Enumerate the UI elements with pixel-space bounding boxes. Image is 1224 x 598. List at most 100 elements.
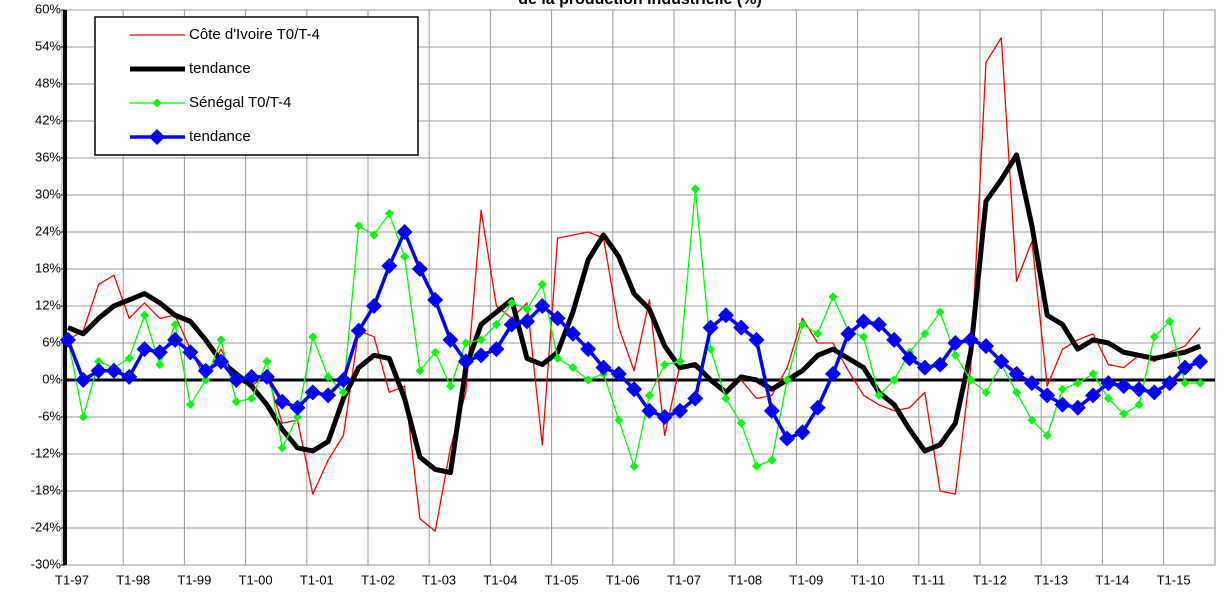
marker [950,350,960,360]
legend-marker [149,129,165,145]
marker [840,325,857,342]
marker [304,384,321,401]
y-tick-label: 6% [42,334,61,349]
marker [794,424,811,441]
marker [1103,394,1113,403]
y-tick-label: 12% [35,297,61,312]
x-tick-label: T1-03 [422,572,456,587]
marker [1100,375,1117,392]
marker [213,353,229,370]
marker [323,372,333,382]
marker [706,344,716,354]
marker [721,394,731,403]
marker [947,335,964,351]
marker [767,455,777,465]
marker [124,353,134,363]
marker [155,360,165,370]
marker [641,402,658,419]
marker [993,353,1010,370]
y-tick-label: -30% [31,556,62,571]
marker [813,329,823,339]
marker [736,418,746,428]
marker [1149,332,1159,342]
x-tick-label: T1-10 [851,572,885,587]
marker [1088,369,1098,379]
legend-marker [152,98,162,108]
marker [1039,387,1056,404]
marker [262,357,272,366]
marker [1115,378,1132,395]
x-tick-label: T1-07 [667,572,701,587]
x-tick-label: T1-12 [973,572,1007,587]
marker [1027,415,1037,425]
marker [1131,381,1147,398]
marker [507,298,517,308]
x-tick-label: T1-02 [361,572,395,587]
marker [350,322,367,339]
marker [140,310,149,320]
marker [920,329,930,339]
marker [553,353,563,363]
marker [962,331,979,348]
marker [828,292,838,302]
legend-label: tendance [189,60,251,77]
chart-title: de la production industrielle (%) [518,0,762,8]
x-tick-label: T1-15 [1157,572,1191,587]
y-tick-label: 18% [35,260,61,275]
marker [614,415,624,425]
y-tick-label: -18% [31,482,62,497]
marker [672,402,688,419]
marker [94,357,104,366]
x-tick-label: T1-08 [728,572,762,587]
y-tick-label: 54% [35,38,61,53]
marker [1012,387,1022,397]
marker [243,368,260,385]
legend-label: tendance [189,128,251,145]
marker [201,375,211,385]
marker [690,184,700,194]
marker [105,362,122,379]
marker [932,356,949,373]
marker [978,338,994,355]
marker [1119,409,1129,419]
marker [1085,387,1102,404]
y-tick-label: 36% [35,149,61,164]
marker [320,387,337,404]
marker [549,310,566,327]
marker [564,325,581,342]
marker [384,209,394,218]
marker [717,307,734,324]
marker [870,316,887,333]
y-tick-label: 60% [35,1,61,16]
marker [1161,375,1178,392]
marker [136,341,153,358]
marker [859,332,869,342]
y-tick-label: -24% [31,519,62,534]
marker [277,443,287,453]
marker [809,399,826,416]
x-tick-label: T1-11 [912,572,945,587]
marker [626,381,643,398]
marker [90,362,107,379]
marker [522,304,532,314]
marker [797,320,807,329]
marker [430,347,440,357]
y-tick-label: 42% [35,112,61,127]
marker [488,341,505,358]
marker [415,366,425,376]
marker [1073,378,1083,388]
marker [60,331,76,348]
marker [610,365,627,382]
series-line [67,37,1201,532]
marker [457,353,474,370]
marker [338,387,348,397]
y-tick-label: 48% [35,75,61,90]
marker [748,331,765,348]
marker [981,387,991,397]
marker [473,347,490,364]
marker [1180,378,1190,388]
marker [1008,365,1025,382]
x-tick-label: T1-99 [177,572,211,587]
x-tick-label: T1-06 [606,572,640,587]
